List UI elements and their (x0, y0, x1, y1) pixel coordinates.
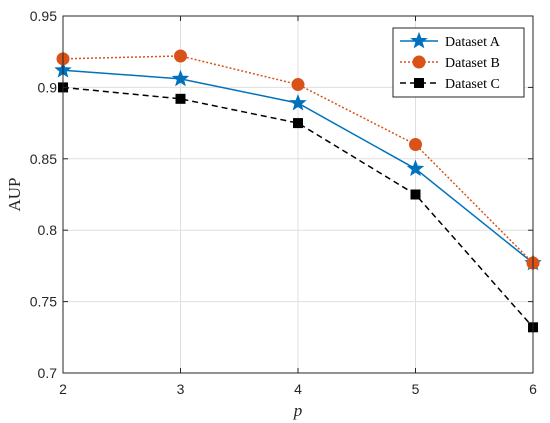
data-point (410, 189, 421, 200)
data-point (291, 78, 305, 92)
y-tick-label: 0.7 (38, 365, 58, 381)
data-point (171, 69, 190, 87)
x-tick-label: 4 (294, 381, 302, 397)
series-2 (56, 49, 540, 270)
data-point (406, 159, 425, 177)
y-tick-label: 0.8 (38, 222, 58, 238)
x-tick-label: 2 (59, 381, 67, 397)
legend-label: Dataset A (445, 35, 501, 50)
data-point (289, 93, 307, 111)
x-tick-label: 6 (529, 381, 537, 397)
y-tick-label: 0.95 (30, 8, 57, 24)
legend-marker (410, 31, 428, 49)
x-tick-label: 3 (177, 381, 185, 397)
y-tick-label: 0.75 (30, 294, 57, 310)
legend: Dataset A Dataset B Dataset C (392, 27, 525, 98)
legend-entry: Dataset A (400, 31, 501, 50)
y-axis-label: AUP (5, 177, 24, 211)
legend-label: Dataset B (445, 56, 500, 71)
legend-entry: Dataset C (400, 77, 500, 92)
y-tick-label: 0.85 (30, 151, 57, 167)
data-point (409, 138, 422, 152)
legend-label: Dataset C (445, 77, 500, 92)
y-tick-label: 0.9 (38, 79, 58, 95)
x-tick-label: 5 (412, 381, 420, 397)
legend-marker (414, 78, 424, 88)
series-line (62, 86, 534, 328)
legend-marker (412, 55, 426, 69)
x-axis-label: p (293, 401, 303, 420)
data-point (174, 49, 187, 63)
data-point (293, 118, 303, 129)
legend-entry: Dataset B (400, 55, 500, 71)
data-point (175, 93, 186, 104)
ticks: 2 3 4 5 6 0.7 0.75 0.8 0.85 0.9 0.95 (30, 8, 537, 397)
